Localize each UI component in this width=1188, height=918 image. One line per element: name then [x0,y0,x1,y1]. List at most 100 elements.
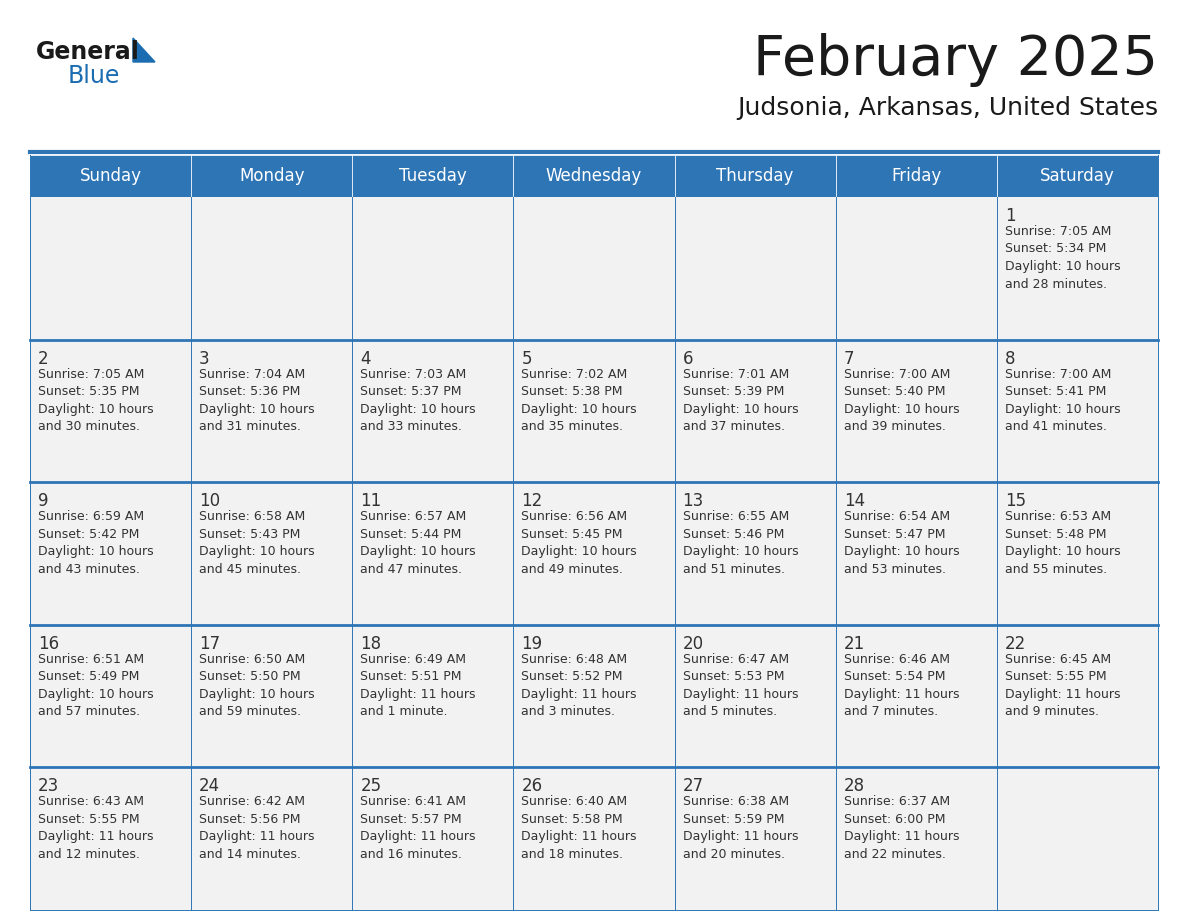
Text: 20: 20 [683,635,703,653]
Bar [835,767,997,910]
Bar [191,625,353,767]
Text: 9: 9 [38,492,49,510]
Bar [675,482,835,625]
Bar [997,155,1158,197]
Bar [30,625,191,767]
Text: Monday: Monday [239,167,304,185]
Text: 17: 17 [200,635,220,653]
Text: 3: 3 [200,350,210,367]
Bar [675,197,835,340]
Bar [353,197,513,340]
Text: Sunrise: 6:46 AM
Sunset: 5:54 PM
Daylight: 11 hours
and 7 minutes.: Sunrise: 6:46 AM Sunset: 5:54 PM Dayligh… [843,653,959,718]
Bar [835,482,997,625]
Text: Tuesday: Tuesday [399,167,467,185]
Bar [513,625,675,767]
Text: Sunrise: 7:04 AM
Sunset: 5:36 PM
Daylight: 10 hours
and 31 minutes.: Sunrise: 7:04 AM Sunset: 5:36 PM Dayligh… [200,367,315,433]
Text: Sunrise: 6:47 AM
Sunset: 5:53 PM
Daylight: 11 hours
and 5 minutes.: Sunrise: 6:47 AM Sunset: 5:53 PM Dayligh… [683,653,798,718]
Bar [513,155,675,197]
Text: Saturday: Saturday [1040,167,1114,185]
Bar [353,340,513,482]
Text: 13: 13 [683,492,703,510]
Text: 27: 27 [683,778,703,795]
Text: Sunrise: 6:42 AM
Sunset: 5:56 PM
Daylight: 11 hours
and 14 minutes.: Sunrise: 6:42 AM Sunset: 5:56 PM Dayligh… [200,795,315,861]
Bar [353,482,513,625]
Bar [513,767,675,910]
Bar [835,340,997,482]
Text: Sunrise: 6:37 AM
Sunset: 6:00 PM
Daylight: 11 hours
and 22 minutes.: Sunrise: 6:37 AM Sunset: 6:00 PM Dayligh… [843,795,959,861]
Text: Sunrise: 6:48 AM
Sunset: 5:52 PM
Daylight: 11 hours
and 3 minutes.: Sunrise: 6:48 AM Sunset: 5:52 PM Dayligh… [522,653,637,718]
Text: Sunrise: 6:56 AM
Sunset: 5:45 PM
Daylight: 10 hours
and 49 minutes.: Sunrise: 6:56 AM Sunset: 5:45 PM Dayligh… [522,510,637,576]
Bar [675,767,835,910]
Bar [675,340,835,482]
Text: February 2025: February 2025 [753,33,1158,87]
Bar [997,482,1158,625]
Bar [513,482,675,625]
Bar [997,197,1158,340]
Text: 1: 1 [1005,207,1016,225]
Text: Sunrise: 6:53 AM
Sunset: 5:48 PM
Daylight: 10 hours
and 55 minutes.: Sunrise: 6:53 AM Sunset: 5:48 PM Dayligh… [1005,510,1120,576]
Text: Sunrise: 7:00 AM
Sunset: 5:41 PM
Daylight: 10 hours
and 41 minutes.: Sunrise: 7:00 AM Sunset: 5:41 PM Dayligh… [1005,367,1120,433]
Bar [353,625,513,767]
Text: 28: 28 [843,778,865,795]
Text: 22: 22 [1005,635,1026,653]
Text: Sunrise: 6:40 AM
Sunset: 5:58 PM
Daylight: 11 hours
and 18 minutes.: Sunrise: 6:40 AM Sunset: 5:58 PM Dayligh… [522,795,637,861]
Text: Sunrise: 6:49 AM
Sunset: 5:51 PM
Daylight: 11 hours
and 1 minute.: Sunrise: 6:49 AM Sunset: 5:51 PM Dayligh… [360,653,475,718]
Text: 21: 21 [843,635,865,653]
Polygon shape [133,38,154,62]
Text: Sunrise: 7:05 AM
Sunset: 5:35 PM
Daylight: 10 hours
and 30 minutes.: Sunrise: 7:05 AM Sunset: 5:35 PM Dayligh… [38,367,153,433]
Bar [191,482,353,625]
Text: Sunrise: 6:55 AM
Sunset: 5:46 PM
Daylight: 10 hours
and 51 minutes.: Sunrise: 6:55 AM Sunset: 5:46 PM Dayligh… [683,510,798,576]
Bar [675,155,835,197]
Text: Sunrise: 6:43 AM
Sunset: 5:55 PM
Daylight: 11 hours
and 12 minutes.: Sunrise: 6:43 AM Sunset: 5:55 PM Dayligh… [38,795,153,861]
Text: Sunrise: 6:45 AM
Sunset: 5:55 PM
Daylight: 11 hours
and 9 minutes.: Sunrise: 6:45 AM Sunset: 5:55 PM Dayligh… [1005,653,1120,718]
Text: 4: 4 [360,350,371,367]
Text: Sunrise: 6:38 AM
Sunset: 5:59 PM
Daylight: 11 hours
and 20 minutes.: Sunrise: 6:38 AM Sunset: 5:59 PM Dayligh… [683,795,798,861]
Text: 10: 10 [200,492,220,510]
Text: 19: 19 [522,635,543,653]
Text: 24: 24 [200,778,220,795]
Text: Blue: Blue [68,64,120,88]
Text: Judsonia, Arkansas, United States: Judsonia, Arkansas, United States [737,96,1158,120]
Bar [835,155,997,197]
Bar [30,155,191,197]
Bar [191,155,353,197]
Bar [30,767,191,910]
Bar [997,340,1158,482]
Bar [353,767,513,910]
Text: 12: 12 [522,492,543,510]
Text: Sunrise: 7:03 AM
Sunset: 5:37 PM
Daylight: 10 hours
and 33 minutes.: Sunrise: 7:03 AM Sunset: 5:37 PM Dayligh… [360,367,476,433]
Text: Sunrise: 6:51 AM
Sunset: 5:49 PM
Daylight: 10 hours
and 57 minutes.: Sunrise: 6:51 AM Sunset: 5:49 PM Dayligh… [38,653,153,718]
Text: Sunrise: 6:41 AM
Sunset: 5:57 PM
Daylight: 11 hours
and 16 minutes.: Sunrise: 6:41 AM Sunset: 5:57 PM Dayligh… [360,795,475,861]
Text: 16: 16 [38,635,59,653]
Text: 7: 7 [843,350,854,367]
Text: 15: 15 [1005,492,1026,510]
Text: 23: 23 [38,778,59,795]
Bar [997,625,1158,767]
Bar [675,625,835,767]
Bar [191,767,353,910]
Text: Sunrise: 6:59 AM
Sunset: 5:42 PM
Daylight: 10 hours
and 43 minutes.: Sunrise: 6:59 AM Sunset: 5:42 PM Dayligh… [38,510,153,576]
Bar [30,482,191,625]
Text: 6: 6 [683,350,693,367]
Text: 2: 2 [38,350,49,367]
Text: Friday: Friday [891,167,941,185]
Text: Sunrise: 6:57 AM
Sunset: 5:44 PM
Daylight: 10 hours
and 47 minutes.: Sunrise: 6:57 AM Sunset: 5:44 PM Dayligh… [360,510,476,576]
Text: 25: 25 [360,778,381,795]
Text: 8: 8 [1005,350,1016,367]
Text: General: General [36,40,140,64]
Text: Sunrise: 6:54 AM
Sunset: 5:47 PM
Daylight: 10 hours
and 53 minutes.: Sunrise: 6:54 AM Sunset: 5:47 PM Dayligh… [843,510,960,576]
Bar [835,197,997,340]
Bar [513,340,675,482]
Text: Sunday: Sunday [80,167,141,185]
Text: 26: 26 [522,778,543,795]
Text: Sunrise: 7:02 AM
Sunset: 5:38 PM
Daylight: 10 hours
and 35 minutes.: Sunrise: 7:02 AM Sunset: 5:38 PM Dayligh… [522,367,637,433]
Bar [191,340,353,482]
Text: Wednesday: Wednesday [545,167,643,185]
Bar [30,197,191,340]
Text: 18: 18 [360,635,381,653]
Bar [513,197,675,340]
Text: Sunrise: 6:58 AM
Sunset: 5:43 PM
Daylight: 10 hours
and 45 minutes.: Sunrise: 6:58 AM Sunset: 5:43 PM Dayligh… [200,510,315,576]
Bar [30,340,191,482]
Text: 5: 5 [522,350,532,367]
Text: Sunrise: 7:01 AM
Sunset: 5:39 PM
Daylight: 10 hours
and 37 minutes.: Sunrise: 7:01 AM Sunset: 5:39 PM Dayligh… [683,367,798,433]
